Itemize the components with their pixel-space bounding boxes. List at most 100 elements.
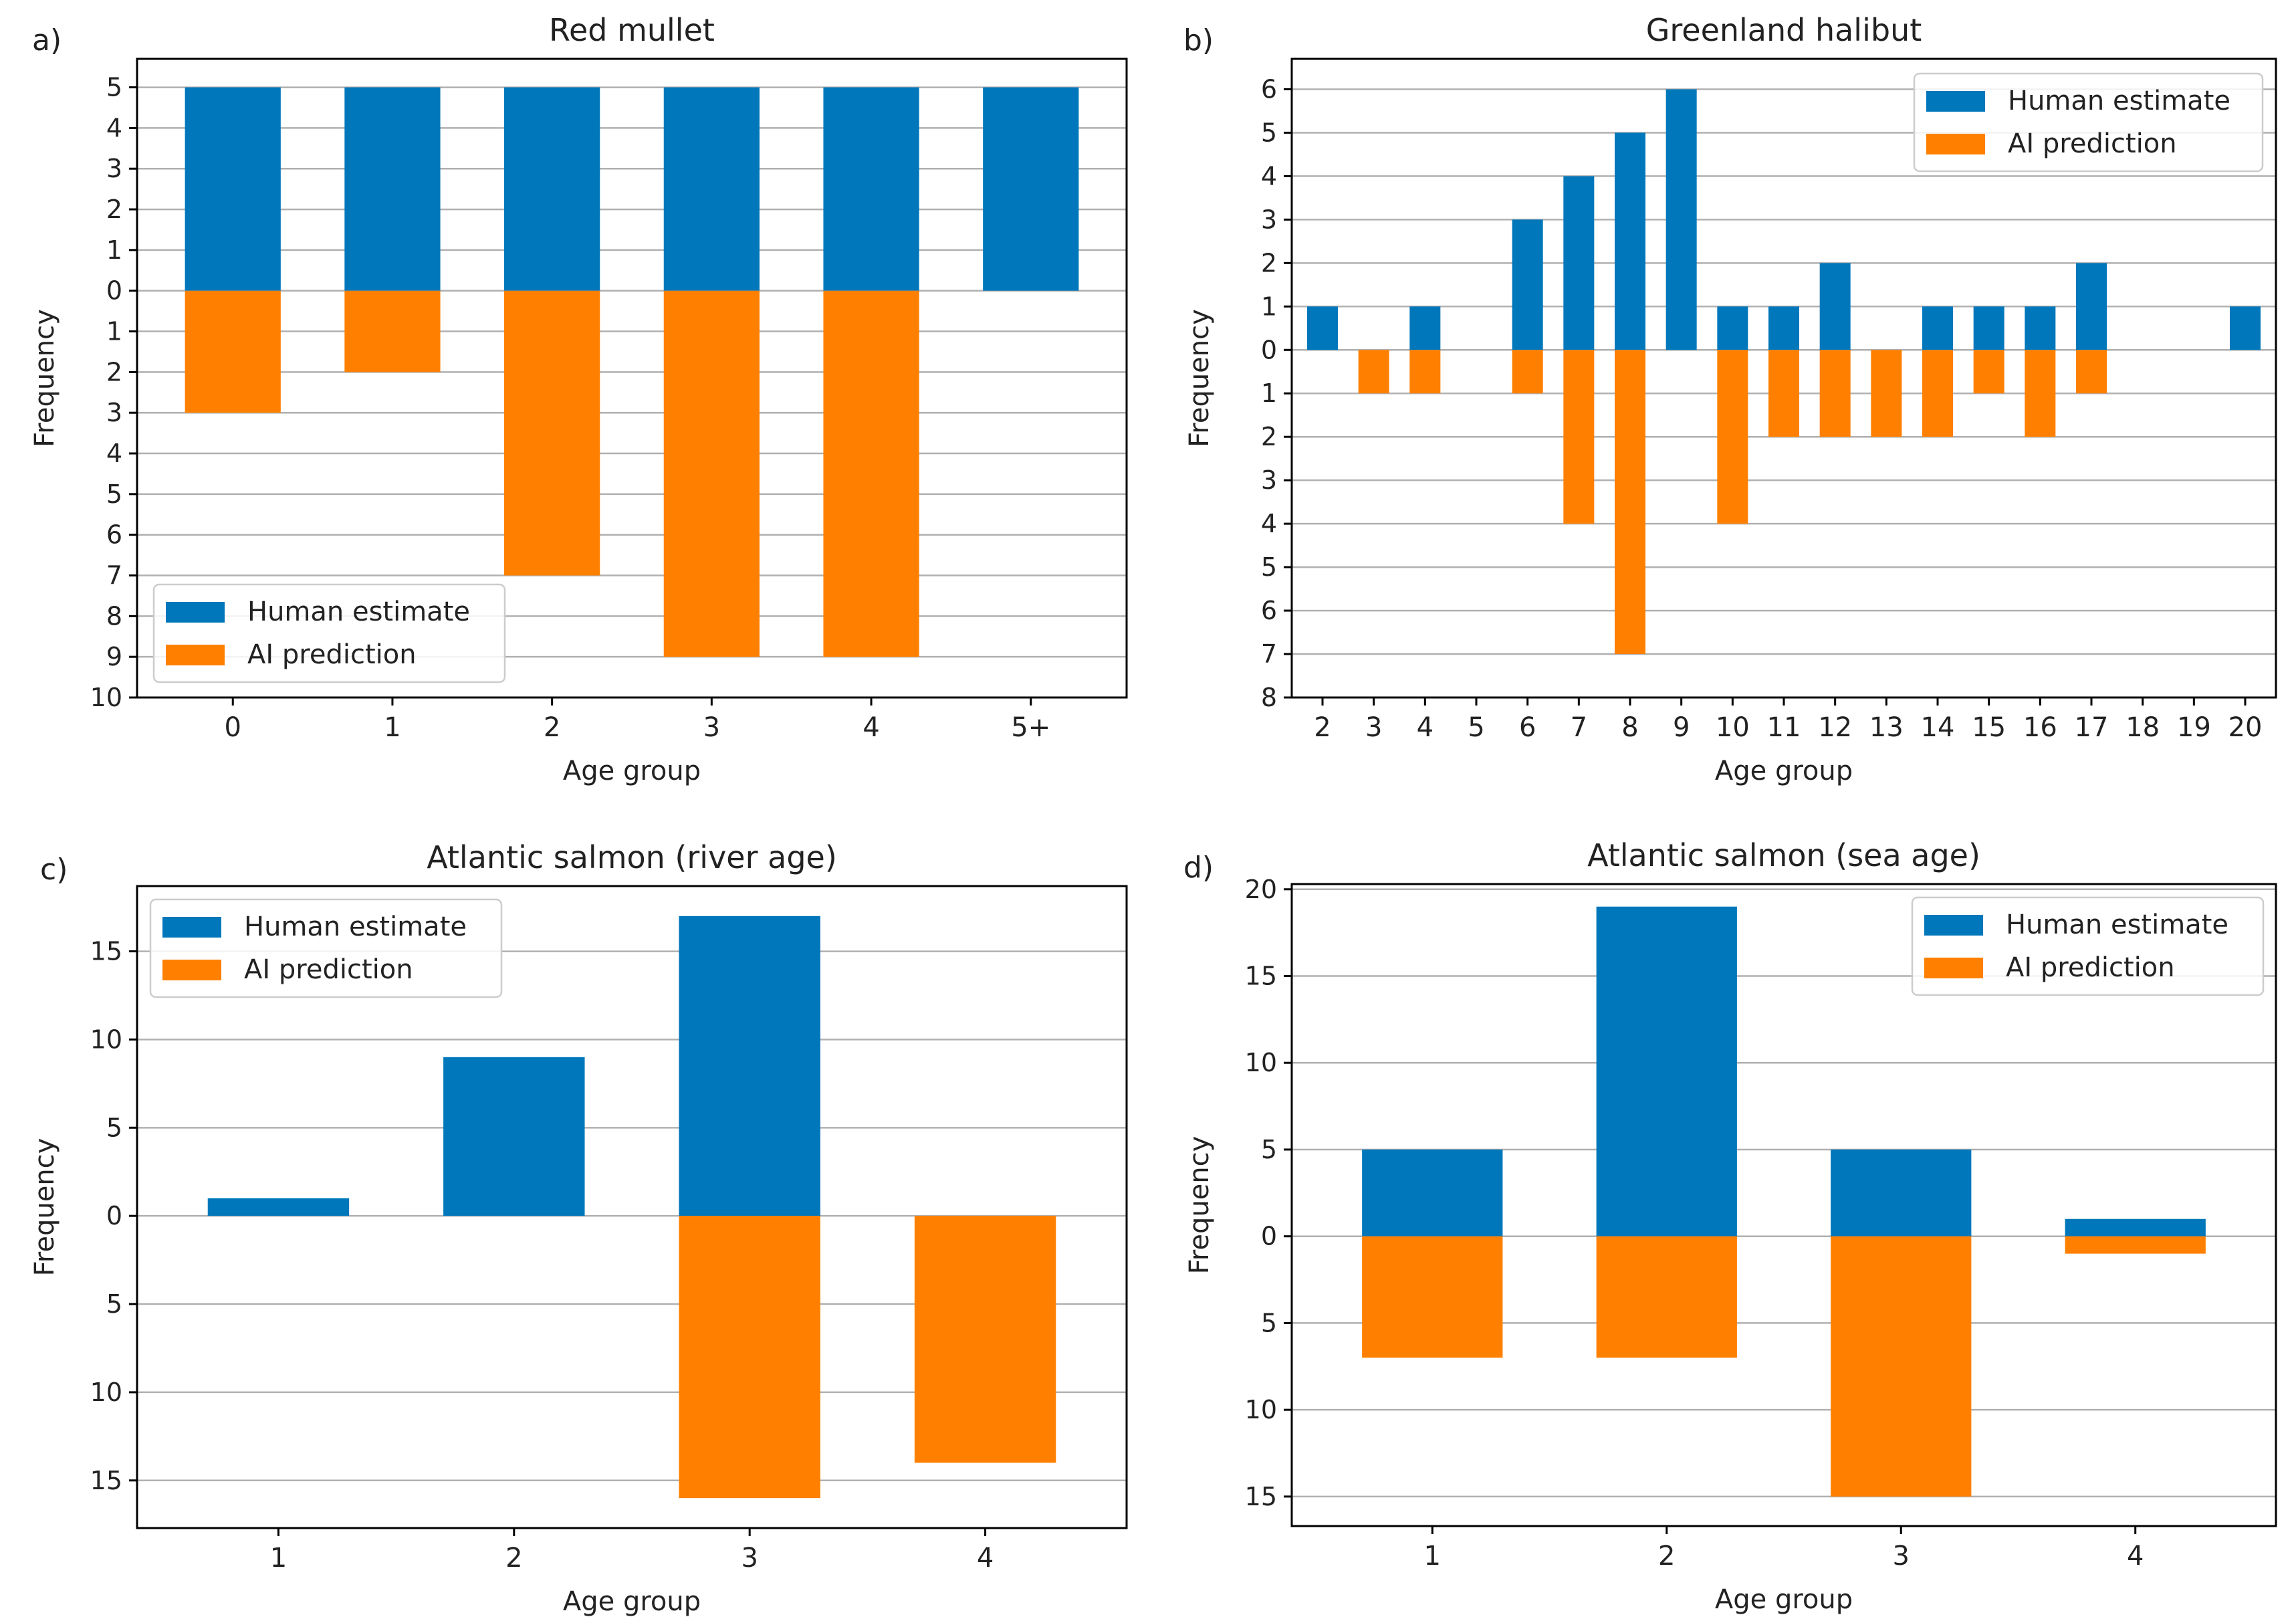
y-tick-label: 9 (106, 642, 122, 671)
plot-frame (136, 58, 1128, 699)
legend-label: Human estimate (2006, 909, 2228, 940)
x-tick-label: 5 (1468, 712, 1484, 743)
y-tick-label: 2 (1261, 422, 1277, 451)
legend-swatch-ai-prediction (1926, 134, 1985, 154)
y-tick-label: 2 (1261, 248, 1277, 278)
y-tick-label: 0 (1261, 335, 1277, 364)
x-tick-label: 1 (384, 712, 400, 743)
legend-label: AI prediction (247, 639, 417, 670)
legend-swatch-human-estimate (166, 602, 225, 623)
y-tick-label: 15 (90, 1466, 122, 1495)
bar-ai-prediction (914, 1216, 1056, 1463)
legend: Human estimate AI prediction (149, 898, 503, 998)
x-tick-label: 17 (2075, 712, 2109, 743)
legend-label: Human estimate (247, 597, 470, 627)
x-tick-label: 8 (1621, 712, 1638, 743)
x-axis-label: Age group (563, 1586, 701, 1617)
bar-human-estimate (679, 915, 820, 1216)
chart-title: Atlantic salmon (river age) (427, 839, 837, 875)
x-tick-label: 19 (2177, 712, 2211, 743)
bar-human-estimate (1819, 263, 1851, 350)
y-tick-label: 2 (106, 195, 122, 224)
x-tick-label: 5+ (1011, 712, 1050, 743)
bar-human-estimate (1717, 306, 1748, 350)
x-axis-label: Age group (1715, 1584, 1853, 1615)
y-tick-label: 15 (90, 937, 122, 966)
y-tick-label: 7 (106, 561, 122, 590)
legend-frame (1911, 896, 2265, 996)
bar-ai-prediction (1615, 350, 1645, 655)
chart-title: Greenland halibut (1646, 12, 1922, 48)
y-tick-label: 6 (1261, 596, 1277, 625)
bar-ai-prediction (2076, 350, 2107, 394)
bar-human-estimate (1307, 306, 1338, 350)
bar-human-estimate (2230, 306, 2261, 350)
legend: Human estimate AI prediction (1913, 72, 2264, 173)
bar-ai-prediction (823, 290, 919, 657)
panel-label: a) (32, 23, 62, 58)
x-tick-label: 14 (1921, 712, 1955, 743)
bar-human-estimate (2076, 263, 2107, 350)
bar-human-estimate (1666, 89, 1697, 350)
y-tick-label: 5 (1261, 118, 1277, 147)
x-tick-label: 12 (1818, 712, 1852, 743)
y-tick-label: 8 (1261, 683, 1277, 712)
bar-human-estimate (207, 1198, 350, 1216)
y-tick-label: 20 (1245, 875, 1277, 904)
bar-human-estimate (185, 87, 281, 291)
y-tick-label: 0 (106, 1201, 122, 1230)
panel-label: c) (40, 853, 68, 887)
y-tick-label: 5 (106, 1113, 122, 1142)
y-tick-label: 8 (106, 601, 122, 631)
bar-human-estimate (983, 87, 1079, 291)
y-axis-label: Frequency (1184, 1136, 1215, 1275)
bar-ai-prediction (1512, 350, 1543, 394)
bar-ai-prediction (1819, 350, 1851, 437)
x-tick-label: 20 (2228, 712, 2263, 743)
legend-label: AI prediction (2008, 128, 2177, 159)
legend-frame (149, 898, 503, 998)
y-tick-label: 1 (106, 235, 122, 265)
bar-human-estimate (2025, 306, 2056, 350)
bar-human-estimate (1831, 1149, 1972, 1236)
y-tick-label: 1 (1261, 292, 1277, 321)
bar-human-estimate (663, 87, 760, 291)
bar-ai-prediction (344, 290, 441, 372)
x-tick-label: 15 (1972, 712, 2006, 743)
chart-panel-4: 20 15 10 5 0 5 10 15 1 2 3 4 Atlantic salmon (sea ag… (1183, 837, 2277, 1615)
y-tick-label: 5 (1261, 1135, 1277, 1164)
y-tick-label: 15 (1245, 962, 1277, 991)
bar-ai-prediction (1409, 350, 1441, 394)
bar-ai-prediction (1563, 350, 1595, 524)
x-tick-label: 10 (1716, 712, 1750, 743)
y-tick-label: 4 (106, 113, 122, 142)
x-tick-label: 2 (544, 712, 560, 743)
x-tick-label: 3 (1893, 1541, 1910, 1572)
y-tick-label: 3 (1261, 465, 1277, 495)
y-tick-label: 10 (1245, 1048, 1277, 1077)
x-tick-label: 4 (1417, 712, 1433, 743)
x-tick-label: 2 (1658, 1541, 1675, 1572)
chart-title: Atlantic salmon (sea age) (1587, 837, 1980, 873)
x-tick-label: 3 (1365, 712, 1382, 743)
x-tick-label: 0 (224, 712, 241, 743)
x-tick-label: 13 (1869, 712, 1904, 743)
legend-label: Human estimate (244, 911, 467, 942)
bar-ai-prediction (1831, 1236, 1972, 1497)
y-axis-label: Frequency (29, 1138, 60, 1277)
bar-human-estimate (1512, 219, 1543, 350)
bar-human-estimate (504, 87, 600, 291)
legend: Human estimate AI prediction (1911, 896, 2265, 996)
x-axis-label: Age group (1715, 756, 1853, 786)
legend-swatch-human-estimate (1926, 91, 1985, 112)
panel-label: d) (1183, 851, 1214, 885)
bar-human-estimate (1768, 306, 1799, 350)
plot-frame (136, 885, 1128, 1529)
legend-swatch-human-estimate (1924, 915, 1983, 936)
y-tick-label: 3 (1261, 205, 1277, 234)
bar-ai-prediction (1922, 350, 1953, 437)
legend-swatch-human-estimate (162, 917, 221, 938)
